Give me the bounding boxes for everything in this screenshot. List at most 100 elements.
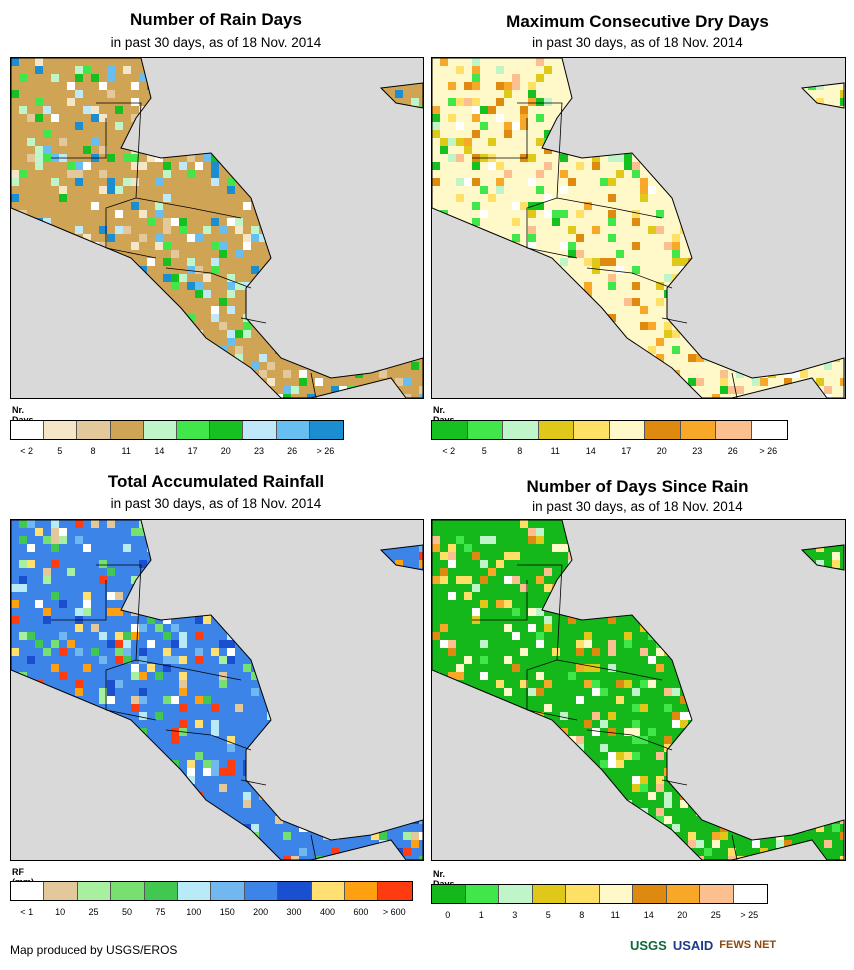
legend-tick-label: 14 — [585, 446, 596, 456]
rainfall-legend — [10, 881, 413, 901]
legend-tick-label: 14 — [154, 446, 165, 456]
legend-swatch — [538, 421, 574, 439]
coastline — [432, 520, 845, 860]
legend-tick-label: < 2 — [20, 446, 33, 456]
country-border — [105, 247, 157, 259]
country-border — [661, 317, 688, 324]
legend-swatch — [609, 421, 645, 439]
country-border — [661, 779, 688, 786]
legend-tick-label: 400 — [319, 907, 335, 917]
legend-tick-label: > 26 — [316, 446, 335, 456]
legend-tick-label: 11 — [121, 446, 131, 456]
panel-subtitle: in past 30 days, as of 18 Nov. 2014 — [110, 35, 322, 50]
country-border — [165, 729, 252, 751]
legend-swatch — [77, 421, 111, 439]
map-canvas — [432, 520, 845, 860]
country-border — [526, 247, 578, 259]
legend-swatch — [378, 882, 412, 900]
legend-swatch — [143, 421, 177, 439]
legend-swatch — [599, 885, 633, 903]
legend-swatch — [532, 885, 566, 903]
legend-tick-label: 150 — [219, 907, 235, 917]
legend-swatch — [467, 421, 503, 439]
days-since-rain-map — [431, 519, 846, 861]
legend-swatch — [633, 885, 667, 903]
legend-tick-label: 20 — [677, 910, 688, 920]
legend-tick-label: 1 — [478, 910, 484, 920]
legend-tick-label: 5 — [545, 910, 551, 920]
country-border — [165, 267, 252, 289]
rainfall-map — [10, 519, 424, 861]
legend-swatch — [211, 882, 245, 900]
legend-tick-label: > 600 — [382, 907, 406, 917]
panel-subtitle: in past 30 days, as of 18 Nov. 2014 — [110, 496, 322, 511]
legend-tick-label: 75 — [155, 907, 166, 917]
legend-swatch — [716, 421, 752, 439]
legend-tick-label: 5 — [481, 446, 487, 456]
legend-swatch — [345, 882, 379, 900]
panel-subtitle: in past 30 days, as of 18 Nov. 2014 — [532, 499, 743, 514]
legend-tick-label: 3 — [512, 910, 518, 920]
country-border — [472, 118, 528, 159]
legend-tick-label: 20 — [656, 446, 667, 456]
legend-tick-label: 25 — [710, 910, 721, 920]
rain-days-map — [10, 57, 424, 399]
coastline — [432, 58, 845, 398]
coastline — [800, 82, 845, 109]
country-border — [731, 372, 738, 398]
legend-swatch — [432, 421, 468, 439]
legend-tick-label: < 2 — [442, 446, 456, 456]
legend-swatch — [111, 882, 145, 900]
country-border — [586, 267, 673, 289]
map-canvas — [432, 58, 845, 398]
legend-swatch — [44, 421, 78, 439]
legend-swatch — [503, 421, 539, 439]
legend-tick-label: 23 — [692, 446, 703, 456]
country-border — [310, 834, 317, 860]
legend-tick-label: 5 — [57, 446, 63, 456]
legend-swatch — [700, 885, 734, 903]
legend-swatch — [244, 882, 279, 900]
map-canvas — [11, 520, 423, 860]
dry-days-legend — [431, 420, 788, 440]
coastline — [379, 82, 423, 109]
legend-tick-label: 17 — [187, 446, 198, 456]
usgs-logo: USGS — [630, 937, 667, 953]
legend-tick-label: 11 — [550, 446, 560, 456]
legend-swatch — [499, 885, 533, 903]
country-border — [472, 580, 528, 621]
legend-swatch — [44, 882, 78, 900]
legend-tick-label: 17 — [621, 446, 632, 456]
legend-tick-label: 8 — [90, 446, 96, 456]
legend-swatch — [77, 882, 112, 900]
legend-swatch — [309, 421, 343, 439]
usaid-logo: USAID — [672, 937, 714, 953]
legend-swatch — [11, 421, 45, 439]
map-credit: Map produced by USGS/EROS — [10, 943, 178, 957]
country-border — [240, 317, 267, 324]
legend-tick-label: 100 — [186, 907, 202, 917]
rain-days-legend — [10, 420, 344, 440]
legend-swatch — [278, 882, 312, 900]
country-border — [51, 118, 107, 159]
legend-tick-label: 20 — [220, 446, 231, 456]
legend-tick-label: 8 — [517, 446, 523, 456]
legend-tick-label: 10 — [55, 907, 66, 917]
legend-swatch — [432, 885, 466, 903]
country-border — [556, 197, 663, 219]
legend-swatch — [465, 885, 499, 903]
legend-swatch — [110, 421, 144, 439]
coastline — [800, 544, 845, 571]
legend-tick-label: 23 — [253, 446, 265, 456]
legend-swatch — [666, 885, 700, 903]
panel-title: Total Accumulated Rainfall — [107, 472, 325, 491]
legend-swatch — [11, 882, 45, 900]
country-border — [135, 659, 242, 681]
map-canvas — [11, 58, 423, 398]
legend-swatch — [680, 421, 716, 439]
legend-tick-label: 26 — [287, 446, 298, 456]
panel-title: Maximum Consecutive Dry Days — [506, 12, 769, 31]
legend-swatch — [645, 421, 681, 439]
legend-tick-label: > 25 — [740, 910, 759, 920]
legend-swatch — [178, 882, 212, 900]
